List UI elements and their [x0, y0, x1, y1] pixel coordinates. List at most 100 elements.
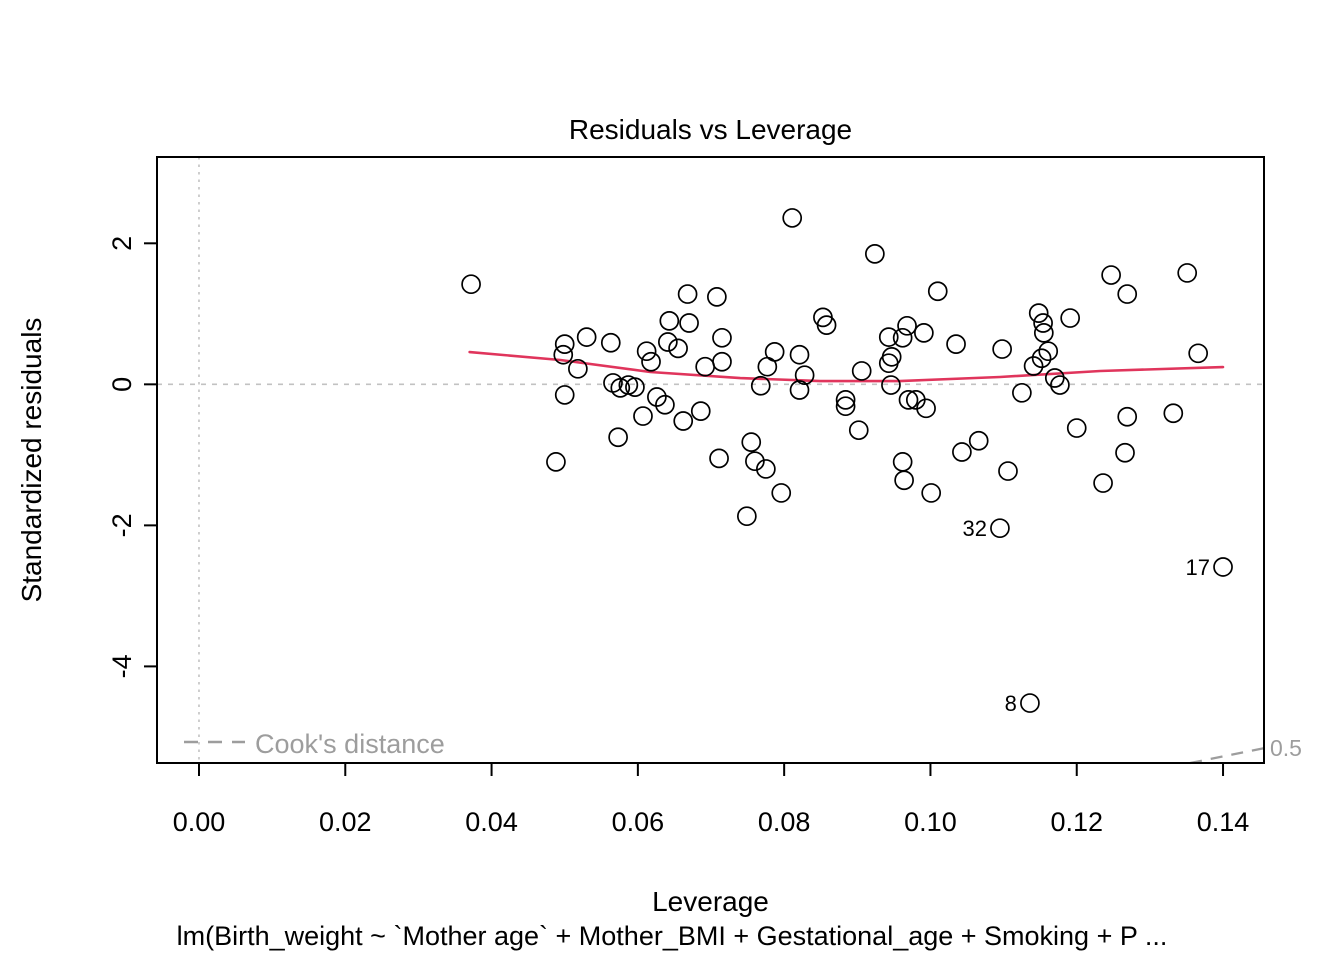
data-point: [851, 361, 872, 381]
data-point: [946, 334, 966, 354]
data-point: [916, 398, 936, 419]
data-point: [608, 427, 628, 448]
data-point: [1023, 356, 1044, 376]
data-point: [1188, 343, 1209, 364]
data-point: [865, 244, 885, 264]
data-point-labeled: [1213, 557, 1233, 577]
cooks-contour-line: [1189, 747, 1265, 765]
data-point: [741, 432, 762, 453]
data-point: [668, 338, 688, 359]
data-point: [952, 442, 972, 462]
data-point: [655, 394, 675, 415]
data-point: [673, 411, 694, 431]
data-point: [633, 406, 653, 426]
data-point: [659, 311, 680, 331]
smooth-line: [468, 350, 1225, 383]
data-point: [625, 377, 645, 398]
data-point: [1038, 341, 1059, 362]
data-point: [921, 483, 942, 503]
data-point: [1060, 308, 1081, 328]
data-point: [709, 448, 729, 469]
data-point: [771, 483, 792, 503]
data-point: [878, 353, 899, 374]
data-point: [554, 334, 575, 354]
x-axis-label: Leverage: [652, 886, 769, 917]
data-point: [647, 387, 667, 407]
data-point: [1012, 382, 1032, 403]
y-tick-label: -2: [107, 513, 137, 537]
data-point: [737, 506, 757, 527]
data-point: [816, 315, 837, 335]
x-tick-label: 0.10: [904, 807, 957, 837]
data-point: [712, 327, 732, 348]
data-point: [897, 315, 917, 336]
data-point: [881, 375, 901, 395]
data-point: [1028, 303, 1049, 323]
data-point: [1031, 348, 1052, 369]
data-point: [878, 327, 899, 347]
data-point: [553, 344, 574, 365]
data-point: [690, 401, 711, 421]
data-point: [835, 390, 856, 410]
data-point-labeled: [990, 518, 1010, 539]
data-point: [677, 284, 698, 304]
data-point: [1163, 403, 1184, 424]
data-point: [461, 274, 481, 295]
plot-border: [156, 156, 1265, 764]
data-point: [1066, 418, 1087, 438]
x-tick-label: 0.04: [465, 807, 518, 837]
data-point: [992, 339, 1012, 359]
data-point: [894, 470, 914, 491]
data-point: [1101, 265, 1121, 285]
data-point: [641, 351, 661, 372]
data-point: [554, 385, 575, 405]
y-tick-label: 2: [107, 236, 137, 251]
data-point: [1033, 313, 1053, 333]
data-point: [679, 313, 699, 333]
y-tick-label: 0: [107, 377, 137, 392]
x-tick-label: 0.12: [1050, 807, 1103, 837]
data-point: [968, 430, 989, 451]
data-point: [1115, 442, 1135, 463]
data-point: [898, 390, 919, 410]
x-tick-label: 0.06: [612, 807, 665, 837]
cooks-contour-label: 0.5: [1270, 735, 1302, 761]
data-point: [712, 351, 732, 372]
point-label: 32: [962, 516, 986, 541]
data-point: [1044, 368, 1065, 388]
y-tick-label: -4: [107, 654, 137, 678]
data-point: [1117, 406, 1138, 427]
data-point: [835, 396, 856, 417]
data-point: [745, 451, 765, 472]
data-point: [789, 344, 810, 365]
data-point: [707, 287, 727, 307]
x-tick-label: 0.14: [1197, 807, 1250, 837]
data-point: [750, 375, 771, 396]
data-point: [757, 356, 778, 377]
data-point: [636, 341, 657, 362]
data-point: [546, 452, 566, 472]
data-point: [1093, 473, 1113, 493]
x-tick-label: 0.02: [319, 807, 372, 837]
x-tick-label: 0.08: [758, 807, 811, 837]
model-formula-subtitle: lm(Birth_weight ~ `Mother age` + Mother_…: [176, 921, 1168, 951]
point-label: 17: [1186, 555, 1210, 580]
data-point: [600, 332, 621, 353]
data-point-labeled: [1020, 693, 1040, 713]
data-point: [568, 358, 588, 379]
data-point: [610, 378, 631, 398]
data-point: [1117, 284, 1138, 304]
data-point: [892, 327, 913, 348]
data-point: [848, 420, 869, 441]
data-point: [658, 332, 678, 352]
point-label: 8: [1005, 691, 1017, 716]
data-point: [998, 461, 1018, 481]
data-point: [789, 380, 810, 400]
data-point: [695, 356, 716, 377]
x-tick-label: 0.00: [173, 807, 226, 837]
data-point: [782, 208, 803, 228]
data-point: [1033, 323, 1054, 343]
data-point: [576, 327, 597, 347]
data-point: [756, 459, 776, 479]
